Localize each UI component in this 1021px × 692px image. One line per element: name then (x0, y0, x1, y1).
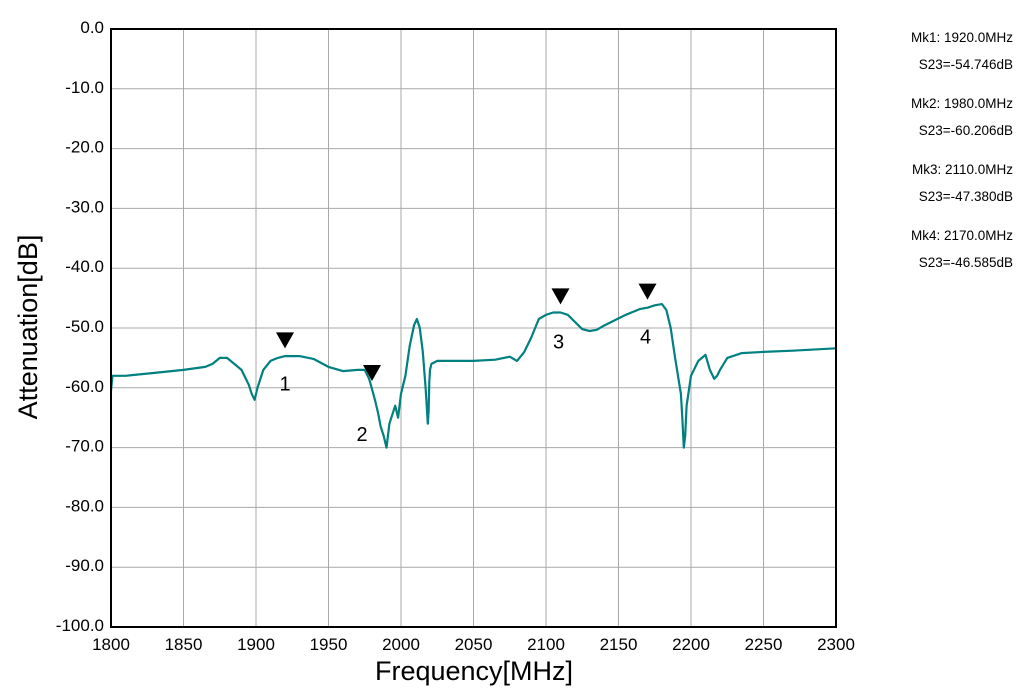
plot-frame (110, 28, 837, 628)
y-tick-label: -40.0 (65, 257, 104, 276)
y-tick-label: 0.0 (80, 18, 104, 37)
x-axis-title: Frequency[MHz] (375, 656, 573, 686)
y-tick-label: -20.0 (65, 138, 104, 157)
y-tick-label: -100.0 (56, 616, 104, 635)
x-tick-label: 2150 (600, 635, 638, 654)
y-tick-label: -80.0 (65, 496, 104, 515)
y-tick-label: -60.0 (65, 377, 104, 396)
grid-lines (110, 28, 837, 628)
marker-2-value: S23=-60.206dB (918, 123, 1013, 138)
x-tick-label: 1800 (92, 635, 130, 654)
x-tick-label: 2000 (382, 635, 420, 654)
trace-polyline (109, 303, 837, 449)
marker-number-label: 4 (640, 327, 651, 349)
marker-group: 1 2 3 4 (276, 283, 657, 446)
marker-triangle-icon (276, 332, 294, 349)
x-tick-label: 2050 (455, 635, 493, 654)
axis-ticks: 1800 1850 1900 1950 2000 2050 2100 2150 2200 2250… (56, 18, 855, 654)
marker-triangle-icon (363, 365, 381, 382)
x-tick-label: 2300 (817, 635, 855, 654)
marker-readout-1: Mk1: 1920.0MHz S23=-54.746dB (853, 24, 1013, 78)
x-tick-label: 1850 (165, 635, 203, 654)
marker-readout-2: Mk2: 1980.0MHz S23=-60.206dB (853, 90, 1013, 144)
x-tick-label: 2250 (745, 635, 783, 654)
marker-number-label: 1 (279, 373, 290, 395)
y-axis-title: Attenuation[dB] (13, 235, 43, 420)
marker-number-label: 3 (553, 331, 564, 353)
marker-3-value: S23=-47.380dB (918, 189, 1013, 204)
marker-triangle-icon (551, 288, 570, 305)
trace-line (109, 303, 837, 449)
y-tick-label: -70.0 (65, 437, 104, 456)
marker-1-frequency: Mk1: 1920.0MHz (910, 30, 1013, 45)
y-tick-label: -90.0 (65, 556, 104, 575)
x-tick-label: 1900 (237, 635, 275, 654)
y-tick-label: -50.0 (65, 317, 104, 336)
x-tick-label: 2100 (527, 635, 565, 654)
marker-readout-4: Mk4: 2170.0MHz S23=-46.585dB (853, 222, 1013, 276)
marker-3-frequency: Mk3: 2110.0MHz (911, 162, 1013, 177)
marker-2-frequency: Mk2: 1980.0MHz (910, 96, 1013, 111)
marker-4-frequency: Mk4: 2170.0MHz (910, 228, 1013, 243)
marker-number-label: 2 (356, 424, 367, 446)
marker-triangle-icon (638, 283, 657, 300)
marker-1-value: S23=-54.746dB (918, 57, 1013, 72)
marker-4-value: S23=-46.585dB (918, 255, 1013, 270)
x-tick-label: 2200 (672, 635, 710, 654)
y-tick-label: -30.0 (65, 197, 104, 216)
x-tick-label: 1950 (310, 635, 348, 654)
y-tick-label: -10.0 (65, 78, 104, 97)
marker-readout-3: Mk3: 2110.0MHz S23=-47.380dB (853, 156, 1013, 210)
